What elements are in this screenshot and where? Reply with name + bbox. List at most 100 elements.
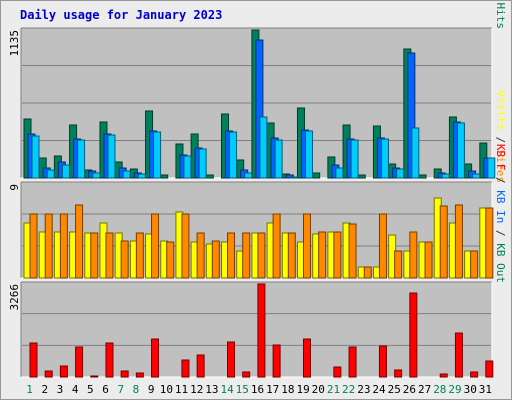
x-tick-label-day-1: 1 (26, 383, 33, 396)
bar-pages-day-30 (472, 173, 481, 179)
bar-pages-day-14 (229, 131, 238, 179)
legend-segment: Sites (494, 150, 507, 183)
legend-segment: / (494, 170, 507, 190)
x-tick-label-day-2: 2 (41, 383, 48, 396)
legend-2: Visits / Sites (494, 90, 507, 183)
bar-kb-f-day-30 (470, 371, 479, 378)
bar-sites-day-2 (44, 213, 53, 279)
bar-pages-day-8 (137, 173, 146, 179)
bar-pages-day-24 (380, 138, 389, 179)
x-tick-label-day-3: 3 (57, 383, 64, 396)
y-tick-label-2: 9 (8, 184, 21, 191)
plot-area-3 (21, 282, 492, 377)
bar-sites-day-25 (394, 250, 403, 279)
legend-segment: / (494, 1, 507, 3)
bar-sites-day-19 (302, 213, 311, 279)
legend-segment: KB In (494, 190, 507, 223)
bar-sites-day-30 (470, 250, 479, 279)
bar-sites-day-18 (287, 232, 296, 279)
chart-title: Daily usage for January 2023 (20, 8, 223, 22)
bar-kb-f-day-3 (59, 365, 68, 378)
bar-kb-f-day-25 (394, 369, 403, 378)
bar-pages-day-7 (122, 170, 131, 179)
bar-kb-f-day-29 (454, 332, 463, 378)
bar-sites-day-13 (211, 240, 220, 279)
legend-segment: / (494, 130, 507, 150)
bar-kb-f-day-11 (181, 359, 190, 378)
bar-pages-day-11 (183, 155, 192, 179)
bar-pages-day-17 (274, 139, 283, 179)
legend-3: KB F / KB In / KB Out (494, 144, 507, 283)
bar-sites-day-1 (29, 213, 38, 279)
bar-sites-day-31 (485, 207, 494, 279)
bar-sites-day-27 (424, 241, 433, 279)
bar-kb-f-day-21 (333, 366, 342, 378)
bar-pages-day-9 (153, 131, 162, 179)
bar-sites-day-5 (90, 232, 99, 279)
bar-pages-day-21 (335, 167, 344, 179)
x-tick-label-day-17: 17 (266, 383, 279, 396)
bar-pages-day-16 (259, 116, 268, 179)
x-tick-label-day-5: 5 (87, 383, 94, 396)
bar-pages-day-18 (289, 176, 298, 179)
x-tick-label-day-21: 21 (327, 383, 340, 396)
x-tick-label-day-11: 11 (175, 383, 188, 396)
bar-sites-day-11 (181, 213, 190, 279)
bar-sites-day-12 (196, 232, 205, 279)
bar-sites-day-8 (135, 232, 144, 279)
bar-pages-day-12 (198, 148, 207, 179)
bar-hits-day-10 (160, 174, 169, 179)
bar-kb-f-day-12 (196, 354, 205, 378)
x-tick-label-day-15: 15 (236, 383, 249, 396)
bar-hits-day-27 (418, 174, 427, 179)
legend-1: Pages / Files / Hits (494, 1, 507, 29)
bar-pages-day-5 (92, 172, 101, 179)
bar-sites-day-22 (348, 223, 357, 279)
bar-kb-f-day-6 (105, 342, 114, 378)
bar-kb-f-day-22 (348, 346, 357, 378)
x-tick-label-day-13: 13 (205, 383, 218, 396)
x-tick-label-day-19: 19 (296, 383, 309, 396)
x-tick-label-day-10: 10 (160, 383, 173, 396)
bar-kb-f-day-16 (257, 283, 266, 378)
x-tick-label-day-31: 31 (479, 383, 492, 396)
bar-kb-f-day-7 (120, 370, 129, 378)
x-tick-label-day-9: 9 (148, 383, 155, 396)
bar-pages-day-22 (350, 139, 359, 179)
bar-kb-f-day-1 (29, 342, 38, 378)
bar-sites-day-29 (454, 204, 463, 279)
bar-pages-day-3 (61, 164, 70, 179)
x-tick-label-day-16: 16 (251, 383, 264, 396)
bar-sites-day-6 (105, 232, 114, 279)
x-tick-label-day-30: 30 (464, 383, 477, 396)
bar-kb-f-day-4 (75, 346, 84, 378)
bar-pages-day-15 (244, 172, 253, 179)
bar-pages-day-2 (46, 169, 55, 179)
bar-kb-f-day-2 (44, 370, 53, 378)
bar-kb-f-day-19 (302, 338, 311, 378)
bar-sites-day-20 (318, 231, 327, 279)
bar-sites-day-28 (439, 205, 448, 279)
bar-kb-f-day-8 (135, 372, 144, 378)
bar-sites-day-17 (272, 213, 281, 279)
bar-kb-f-day-14 (227, 341, 236, 378)
x-tick-label-day-12: 12 (190, 383, 203, 396)
bar-pages-day-6 (107, 134, 116, 179)
bar-pages-day-28 (441, 173, 450, 179)
x-tick-label-day-29: 29 (448, 383, 461, 396)
bar-sites-day-16 (257, 232, 266, 279)
bar-pages-day-29 (456, 122, 465, 179)
bar-sites-day-3 (59, 213, 68, 279)
x-tick-label-day-8: 8 (133, 383, 140, 396)
x-tick-label-day-23: 23 (357, 383, 370, 396)
bar-kb-f-day-31 (485, 360, 494, 378)
bar-sites-day-15 (242, 232, 251, 279)
y-tick-label-1: 1135 (8, 30, 21, 57)
bar-kb-f-day-26 (409, 292, 418, 378)
bar-kb-f-day-15 (242, 371, 251, 378)
bar-kb-f-day-9 (151, 338, 160, 378)
x-tick-label-day-28: 28 (433, 383, 446, 396)
bar-sites-day-23 (363, 266, 372, 279)
